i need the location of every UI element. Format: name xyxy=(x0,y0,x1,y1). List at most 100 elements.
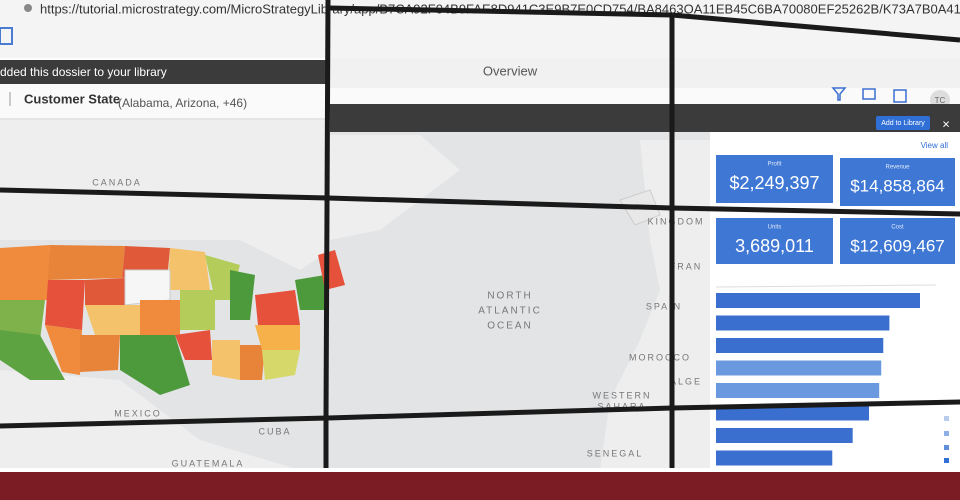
kpi-group: Profit $2,249,397 Revenue $14,858,864 Units 3… xyxy=(716,155,955,264)
seam xyxy=(323,0,331,419)
state xyxy=(0,245,50,300)
map-label: CANADA xyxy=(92,177,142,187)
seam xyxy=(329,5,673,18)
map-label: ALGE xyxy=(670,376,702,386)
swatch xyxy=(944,445,949,450)
filter-bar xyxy=(0,84,330,118)
map-label: MEXICO xyxy=(114,408,162,418)
state xyxy=(80,335,120,372)
swatch xyxy=(944,416,949,421)
land xyxy=(600,140,710,470)
header-title: Overview xyxy=(483,63,538,78)
seam xyxy=(327,195,673,211)
bar xyxy=(716,450,833,466)
library-bar xyxy=(330,104,960,132)
kpi-label: Profit xyxy=(767,162,781,168)
bar xyxy=(716,405,869,421)
view-all[interactable]: View all xyxy=(921,141,949,150)
share-icon[interactable] xyxy=(893,89,907,103)
seam xyxy=(0,415,329,429)
state xyxy=(262,350,300,380)
state xyxy=(0,330,65,380)
state xyxy=(295,275,325,310)
state xyxy=(175,330,212,360)
seam xyxy=(671,12,960,43)
map-label: FRAN xyxy=(670,261,703,271)
map-labels: CANADA MEXICO CUBA GUATEMALA NORTH ATLANTIC OC… xyxy=(92,177,704,468)
avatar-text: TC xyxy=(935,96,946,105)
state xyxy=(240,345,265,380)
seam xyxy=(671,205,960,217)
state xyxy=(168,248,210,290)
map-label: SAHARA xyxy=(597,401,646,411)
bar xyxy=(716,428,853,443)
footer-band xyxy=(0,472,960,500)
url[interactable]: https://tutorial.microstrategy.com/Micro… xyxy=(40,1,960,16)
state xyxy=(120,335,190,395)
bar-chart xyxy=(716,293,920,466)
state xyxy=(212,340,240,380)
kpi-label: Units xyxy=(768,225,782,231)
swatch xyxy=(944,431,949,436)
state xyxy=(180,290,215,330)
map-label: NORTH xyxy=(487,291,532,302)
footer-gap xyxy=(0,468,960,472)
close-button[interactable]: × xyxy=(942,116,950,131)
bar xyxy=(716,360,882,376)
notification: dded this dossier to your library xyxy=(0,65,167,79)
bar xyxy=(716,338,884,353)
add-button-text[interactable]: Add to Library xyxy=(881,120,925,127)
legend-swatches xyxy=(944,416,949,463)
map-label: SPAIN xyxy=(646,301,682,311)
kpi-value: $12,609,467 xyxy=(850,236,945,255)
bar xyxy=(716,383,880,398)
map-label: ATLANTIC xyxy=(478,306,542,317)
filter-value[interactable]: (Alabama, Arizona, +46) xyxy=(118,96,247,110)
map-label: KINGDOM xyxy=(647,216,704,226)
state xyxy=(45,280,85,330)
menu-icon[interactable] xyxy=(0,27,13,45)
kpi-card[interactable] xyxy=(840,158,955,206)
kpi-value: 3,689,011 xyxy=(735,236,814,256)
lock-icon xyxy=(24,4,32,12)
divider xyxy=(715,284,937,288)
land xyxy=(330,135,460,240)
map-label: OCEAN xyxy=(487,321,533,332)
filter-label[interactable]: Customer State xyxy=(24,91,120,106)
wall-seams xyxy=(0,0,960,472)
state xyxy=(140,300,180,335)
filter-icon[interactable] xyxy=(831,87,847,101)
seam xyxy=(671,399,960,411)
comment-icon[interactable] xyxy=(862,88,876,100)
seam xyxy=(327,405,673,421)
bar xyxy=(716,315,890,331)
map-label: MOROCCO xyxy=(629,352,691,362)
state xyxy=(230,270,255,320)
kpi-label: Cost xyxy=(891,225,904,231)
kpi-card[interactable] xyxy=(716,218,833,264)
map-label: CUBA xyxy=(258,426,291,436)
map-label: WESTERN xyxy=(593,390,652,400)
map-label: GUATEMALA xyxy=(172,458,245,468)
kpi-card[interactable] xyxy=(840,218,955,264)
notification-bar xyxy=(0,60,330,84)
add-button[interactable] xyxy=(876,116,930,130)
state xyxy=(85,305,140,335)
kpi-value: $14,858,864 xyxy=(850,176,945,195)
state xyxy=(85,278,125,305)
bar xyxy=(716,293,920,308)
state xyxy=(255,325,300,350)
state xyxy=(0,300,45,340)
kpi-label: Revenue xyxy=(885,165,910,171)
seam xyxy=(0,187,329,201)
header xyxy=(330,58,960,88)
kpi-value: $2,249,397 xyxy=(729,173,819,193)
swatch xyxy=(944,458,949,463)
state xyxy=(124,269,171,306)
state xyxy=(255,290,300,325)
kpi-card[interactable] xyxy=(716,155,833,203)
map-label: SENEGAL xyxy=(587,448,644,458)
state xyxy=(45,325,82,375)
